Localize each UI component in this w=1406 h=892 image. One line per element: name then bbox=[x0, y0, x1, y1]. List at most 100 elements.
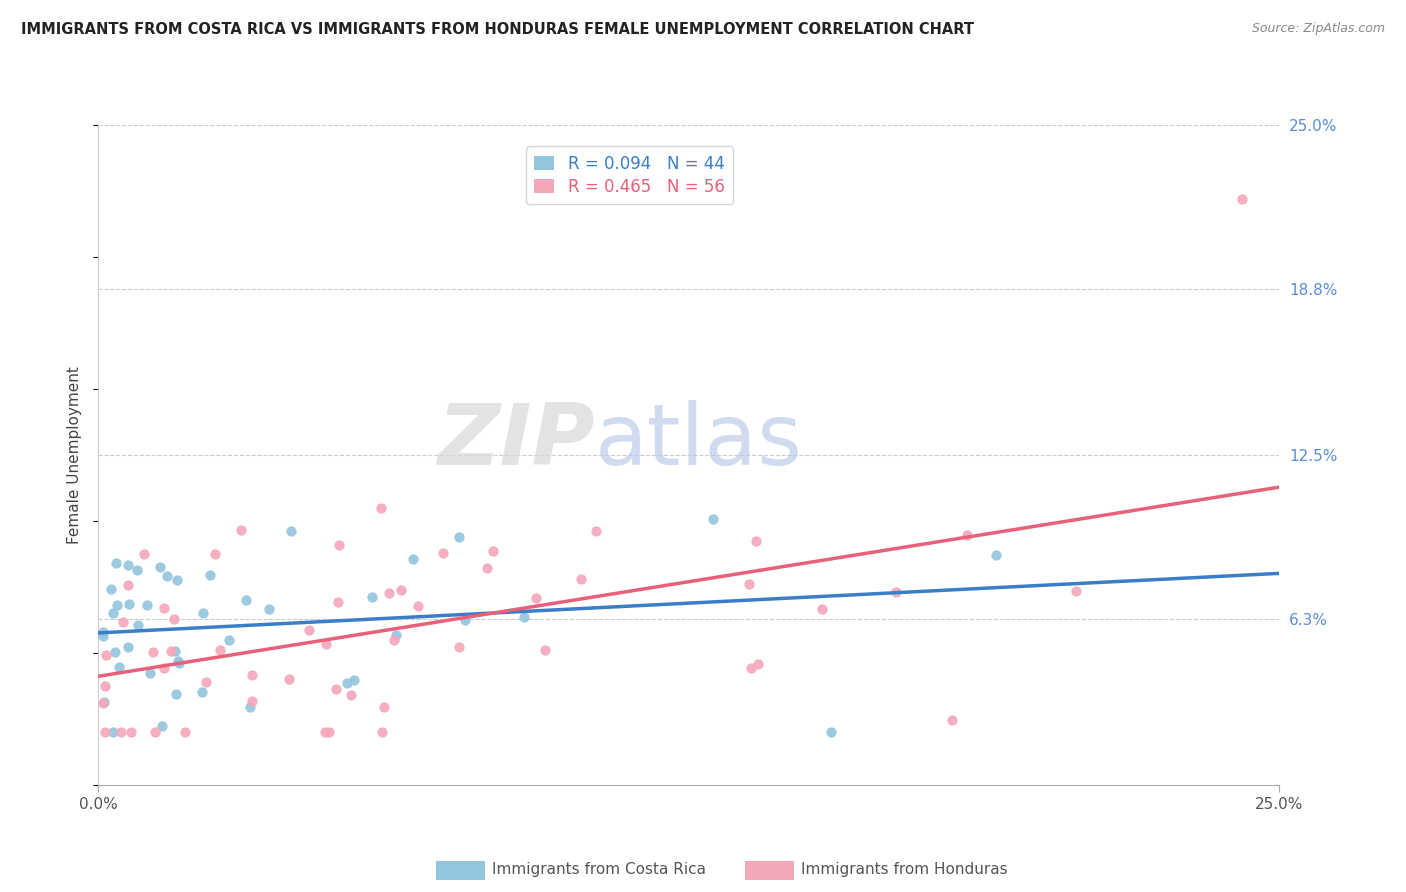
Text: Source: ZipAtlas.com: Source: ZipAtlas.com bbox=[1251, 22, 1385, 36]
Point bbox=[373, 699, 395, 714]
Point bbox=[120, 725, 142, 739]
Point bbox=[162, 612, 184, 626]
Point bbox=[127, 618, 149, 632]
Point bbox=[447, 640, 470, 655]
Point bbox=[117, 640, 139, 654]
Point bbox=[315, 637, 337, 651]
Point bbox=[361, 591, 384, 605]
Point bbox=[91, 624, 114, 639]
Text: ZIP: ZIP bbox=[437, 401, 595, 483]
Point bbox=[153, 661, 176, 675]
Point bbox=[110, 725, 132, 739]
Point bbox=[454, 613, 477, 627]
Point bbox=[153, 601, 176, 615]
Point bbox=[101, 606, 124, 620]
Point bbox=[93, 695, 115, 709]
Point bbox=[105, 599, 128, 613]
Point bbox=[127, 563, 149, 577]
Point bbox=[744, 534, 766, 549]
Point bbox=[112, 615, 135, 629]
Point bbox=[482, 544, 505, 558]
Point bbox=[94, 679, 117, 693]
Point bbox=[1064, 583, 1087, 598]
Point bbox=[208, 643, 231, 657]
Point bbox=[107, 659, 129, 673]
Point bbox=[389, 583, 412, 598]
Point bbox=[156, 569, 179, 583]
Point bbox=[406, 599, 429, 614]
Point bbox=[280, 524, 302, 538]
Point bbox=[117, 578, 139, 592]
Y-axis label: Female Unemployment: Female Unemployment bbox=[67, 366, 83, 544]
Point bbox=[740, 661, 762, 675]
Point bbox=[91, 696, 114, 710]
Point bbox=[477, 561, 499, 575]
Point bbox=[91, 629, 114, 643]
Point bbox=[94, 648, 117, 662]
Point bbox=[239, 700, 262, 714]
Point bbox=[512, 609, 534, 624]
Point bbox=[101, 725, 124, 739]
Text: Immigrants from Honduras: Immigrants from Honduras bbox=[801, 863, 1008, 877]
Point bbox=[984, 548, 1007, 562]
Point bbox=[142, 645, 165, 659]
Point bbox=[191, 606, 214, 620]
Point bbox=[235, 593, 257, 607]
Point bbox=[165, 687, 187, 701]
Point bbox=[820, 725, 842, 739]
Text: IMMIGRANTS FROM COSTA RICA VS IMMIGRANTS FROM HONDURAS FEMALE UNEMPLOYMENT CORRE: IMMIGRANTS FROM COSTA RICA VS IMMIGRANTS… bbox=[21, 22, 974, 37]
Point bbox=[231, 523, 253, 537]
Point bbox=[326, 595, 349, 609]
Point bbox=[166, 574, 188, 588]
Text: atlas: atlas bbox=[595, 401, 803, 483]
Point bbox=[314, 725, 336, 739]
Point bbox=[335, 676, 357, 690]
Point bbox=[174, 725, 197, 739]
Point bbox=[402, 552, 425, 566]
Point bbox=[1230, 192, 1253, 206]
Point bbox=[702, 512, 724, 526]
Point bbox=[94, 725, 117, 739]
Point bbox=[534, 642, 557, 657]
Point bbox=[585, 524, 607, 538]
Point bbox=[200, 567, 222, 582]
Point bbox=[160, 644, 183, 658]
Point bbox=[318, 725, 340, 739]
Point bbox=[738, 576, 761, 591]
Point bbox=[370, 725, 392, 739]
Point bbox=[149, 560, 172, 574]
Legend: R = 0.094   N = 44, R = 0.465   N = 56: R = 0.094 N = 44, R = 0.465 N = 56 bbox=[526, 146, 733, 204]
Point bbox=[884, 585, 907, 599]
Point bbox=[325, 681, 347, 696]
Point bbox=[340, 688, 363, 702]
Point bbox=[298, 623, 321, 637]
Point bbox=[132, 547, 155, 561]
Point bbox=[100, 582, 122, 597]
Point bbox=[432, 546, 454, 560]
Point bbox=[747, 657, 769, 672]
Point bbox=[163, 644, 186, 658]
Point bbox=[204, 547, 226, 561]
Point bbox=[104, 557, 127, 571]
Text: Immigrants from Costa Rica: Immigrants from Costa Rica bbox=[492, 863, 706, 877]
Point bbox=[117, 558, 139, 572]
Point bbox=[449, 530, 471, 544]
Point bbox=[135, 598, 157, 612]
Point bbox=[191, 685, 214, 699]
Point bbox=[524, 591, 547, 605]
Point bbox=[569, 572, 592, 586]
Point bbox=[150, 719, 173, 733]
Point bbox=[377, 586, 399, 600]
Point bbox=[104, 644, 127, 658]
Point bbox=[259, 602, 281, 616]
Point bbox=[240, 694, 263, 708]
Point bbox=[955, 528, 977, 542]
Point bbox=[385, 628, 408, 642]
Point bbox=[139, 665, 162, 680]
Point bbox=[167, 654, 190, 668]
Point bbox=[240, 668, 263, 682]
Point bbox=[118, 598, 141, 612]
Point bbox=[143, 725, 166, 739]
Point bbox=[167, 656, 190, 670]
Point bbox=[218, 632, 240, 647]
